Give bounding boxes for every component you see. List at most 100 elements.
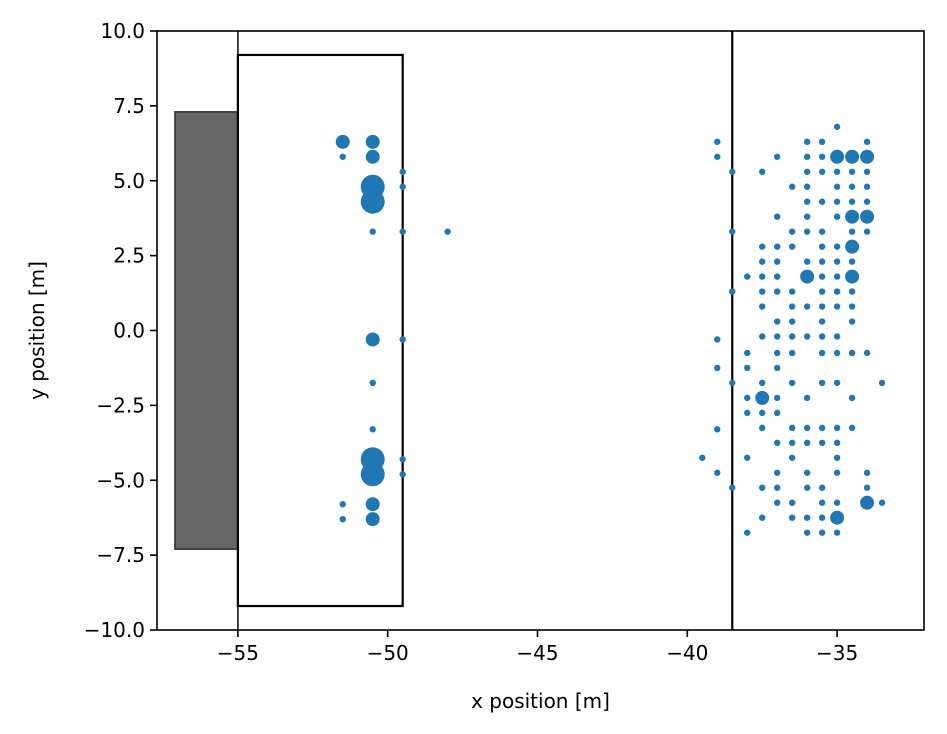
data-point [365, 497, 380, 512]
y-tick-label: −5.0 [96, 468, 145, 492]
data-point [699, 454, 706, 461]
data-point [833, 333, 841, 340]
data-point [860, 495, 875, 510]
y-tick-label: 10.0 [100, 19, 145, 43]
data-point [744, 529, 751, 536]
x-axis-label: x position [m] [471, 689, 610, 713]
data-point [833, 243, 841, 250]
x-tick-label: −55 [217, 641, 259, 665]
data-point [863, 183, 871, 190]
data-point [845, 239, 860, 254]
data-point [818, 439, 826, 447]
data-point [803, 469, 811, 476]
data-point [714, 138, 721, 146]
data-point [818, 228, 826, 235]
data-point [848, 288, 856, 295]
data-point [788, 318, 796, 325]
data-point [818, 153, 826, 160]
data-point [848, 183, 856, 190]
data-point [818, 288, 826, 295]
data-point [729, 484, 736, 491]
data-point [369, 228, 376, 235]
data-point [773, 484, 781, 491]
data-point [845, 269, 860, 284]
data-point [773, 273, 781, 280]
data-point [759, 424, 766, 432]
data-point [788, 454, 796, 461]
data-point [773, 258, 781, 265]
data-point [845, 209, 860, 224]
data-point [863, 168, 871, 175]
data-point [863, 469, 871, 476]
data-point [744, 364, 751, 372]
y-tick-label: −10.0 [84, 618, 145, 642]
ticks-layer: −55 −50 −45 −40 −35 −10.0 −7.5 −5.0 −2.5 0.0 2.5 5.… [84, 19, 859, 665]
data-point [360, 189, 385, 214]
data-point [833, 198, 841, 205]
data-point [773, 213, 781, 220]
data-point [833, 424, 841, 432]
data-point [788, 379, 796, 387]
data-point [848, 349, 856, 357]
data-point [878, 499, 886, 506]
data-point [863, 198, 871, 205]
data-point [860, 209, 875, 224]
data-point [818, 303, 826, 310]
points-layer [335, 123, 886, 536]
data-point [878, 379, 886, 387]
outline-rectangle [236, 53, 404, 608]
data-point [714, 469, 721, 476]
y-tick-label: 5.0 [113, 169, 145, 193]
data-point [773, 153, 781, 160]
data-point [818, 243, 826, 250]
data-point [818, 499, 826, 506]
data-point [714, 426, 721, 433]
data-point [788, 424, 796, 432]
data-point [818, 258, 826, 265]
data-point [803, 424, 811, 432]
data-point [773, 364, 781, 372]
data-point [818, 349, 826, 357]
data-point [863, 349, 871, 357]
data-point [788, 333, 796, 340]
data-point [863, 138, 871, 146]
data-point [833, 303, 841, 310]
data-point [339, 501, 346, 508]
data-point [860, 149, 875, 164]
data-point [759, 303, 766, 310]
data-point [788, 514, 796, 521]
data-point [714, 153, 721, 160]
data-point [714, 364, 721, 372]
data-point [833, 123, 841, 131]
data-point [848, 198, 856, 205]
data-point [818, 424, 826, 432]
data-point [818, 273, 826, 280]
data-point [335, 134, 350, 149]
data-point [773, 333, 781, 340]
data-point [773, 439, 781, 447]
data-point [833, 258, 841, 265]
data-point [773, 288, 781, 295]
data-point [369, 426, 376, 433]
data-point [788, 439, 796, 447]
data-point [365, 512, 380, 527]
data-point [818, 333, 826, 340]
y-tick-label: −7.5 [96, 543, 145, 567]
data-point [365, 332, 380, 347]
data-point [788, 243, 796, 250]
data-point [729, 228, 736, 235]
data-point [848, 258, 856, 265]
data-point [803, 228, 811, 235]
data-point [744, 273, 751, 280]
data-point [833, 349, 841, 357]
data-point [863, 228, 871, 235]
data-point [729, 379, 736, 387]
wall-block [174, 111, 239, 550]
data-point [729, 168, 736, 175]
data-point [744, 394, 751, 402]
data-point [830, 510, 845, 525]
data-point [848, 168, 856, 175]
data-point [773, 349, 781, 357]
